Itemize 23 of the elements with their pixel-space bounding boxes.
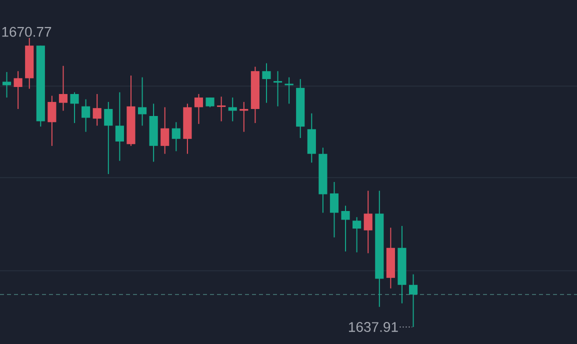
candlestick bbox=[58, 65, 68, 112]
candlestick bbox=[262, 62, 271, 104]
candlestick bbox=[172, 122, 180, 152]
candlestick bbox=[48, 95, 56, 146]
candlestick bbox=[352, 216, 362, 253]
annotation: 1637.91 bbox=[348, 322, 398, 332]
candlestick bbox=[206, 97, 214, 108]
candlestick bbox=[228, 97, 237, 122]
candlestick bbox=[138, 76, 147, 126]
candlestick bbox=[115, 92, 124, 162]
candlestick bbox=[82, 98, 90, 132]
text: 1670.77 bbox=[2, 26, 52, 37]
candlestick bbox=[364, 190, 372, 254]
candlestick bbox=[2, 72, 12, 98]
candlestick bbox=[408, 274, 418, 328]
candlestick bbox=[104, 101, 113, 175]
candlestick bbox=[330, 181, 339, 238]
candlestick bbox=[14, 70, 22, 110]
candlestick bbox=[160, 106, 170, 154]
candlestick bbox=[70, 92, 79, 124]
candlestick bbox=[92, 94, 102, 126]
candlestick bbox=[194, 94, 204, 124]
candlestick bbox=[341, 205, 350, 252]
